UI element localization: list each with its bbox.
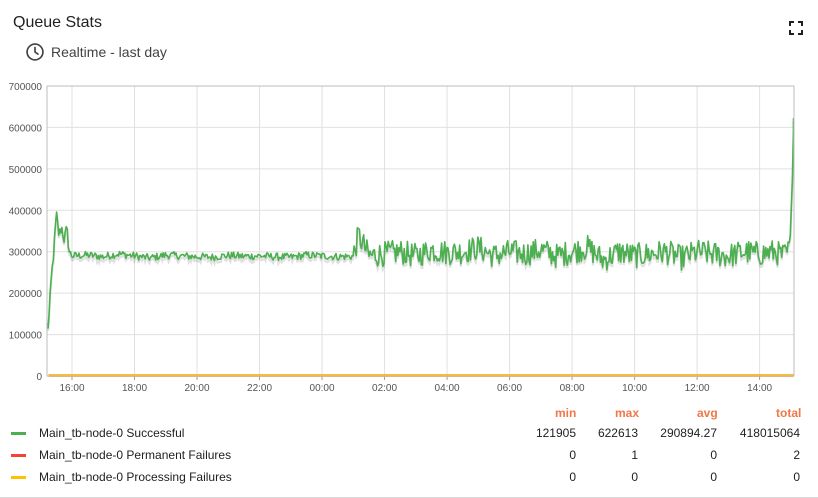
legend-series-name: Main_tb-node-0 Successful [39, 426, 185, 440]
legend-swatch [11, 476, 26, 479]
legend-header-max: max [615, 406, 640, 420]
clock-icon [26, 43, 44, 61]
y-tick-label: 400000 [9, 206, 43, 217]
legend-max: 1 [631, 448, 638, 462]
y-tick-label: 100000 [9, 331, 43, 342]
y-tick-label: 0 [36, 372, 42, 383]
legend-min: 0 [569, 470, 576, 484]
plot-frame [46, 85, 795, 377]
legend-header-avg: avg [697, 406, 718, 420]
x-tick-label: 06:00 [497, 383, 522, 394]
legend-avg: 0 [710, 448, 717, 462]
x-tick-label: 22:00 [247, 383, 272, 394]
timewindow-selector[interactable]: Realtime - last day [25, 42, 167, 62]
chart-series [45, 118, 795, 377]
legend-total: 418015064 [739, 426, 800, 440]
x-tick-label: 14:00 [747, 383, 772, 394]
legend-item[interactable]: Main_tb-node-0 Permanent Failures 0 1 0 … [0, 444, 818, 466]
x-axis: 16:00 18:00 20:00 22:00 00:00 02:00 04:00 06:00… [59, 376, 773, 394]
series-line-successful [46, 118, 795, 329]
legend-header: min max avg total [0, 402, 818, 422]
x-tick-label: 04:00 [435, 383, 460, 394]
legend-avg: 290894.27 [660, 426, 717, 440]
x-tick-label: 08:00 [560, 383, 585, 394]
x-tick-label: 16:00 [59, 383, 84, 394]
x-tick-label: 02:00 [372, 383, 397, 394]
legend-total: 0 [793, 470, 800, 484]
fullscreen-icon[interactable] [789, 21, 803, 35]
legend-item[interactable]: Main_tb-node-0 Processing Failures 0 0 0… [0, 466, 818, 488]
legend-total: 2 [793, 448, 800, 462]
legend-swatch [11, 432, 26, 435]
legend-max: 622613 [597, 426, 638, 440]
x-tick-label: 00:00 [310, 383, 335, 394]
series-line-shadow [45, 121, 795, 332]
x-tick-label: 12:00 [685, 383, 710, 394]
legend-max: 0 [631, 470, 638, 484]
legend-item[interactable]: Main_tb-node-0 Successful 121905 622613 … [0, 422, 818, 444]
legend-min: 121905 [535, 426, 576, 440]
line-chart: 0 100000 200000 300000 400000 500000 600000 700… [9, 82, 795, 394]
widget-title: Queue Stats [13, 14, 102, 31]
y-tick-label: 600000 [9, 123, 43, 134]
legend-header-min: min [555, 406, 577, 420]
legend-header-total: total [776, 406, 802, 420]
legend-avg: 0 [710, 470, 717, 484]
legend-swatch [11, 454, 26, 457]
y-tick-label: 300000 [9, 248, 43, 259]
y-tick-label: 500000 [9, 165, 43, 176]
legend-series-name: Main_tb-node-0 Permanent Failures [39, 448, 232, 462]
legend-series-name: Main_tb-node-0 Processing Failures [39, 470, 232, 484]
chart-grid [47, 85, 794, 377]
y-tick-label: 200000 [9, 289, 43, 300]
y-tick-label: 700000 [9, 82, 43, 93]
x-tick-label: 10:00 [622, 383, 647, 394]
x-tick-label: 20:00 [185, 383, 210, 394]
y-axis: 0 100000 200000 300000 400000 500000 600000 700… [9, 82, 43, 383]
x-tick-label: 18:00 [122, 383, 147, 394]
timewindow-label: Realtime - last day [51, 44, 167, 60]
legend-min: 0 [569, 448, 576, 462]
chart-legend: min max avg total Main_tb-node-0 Success… [0, 402, 818, 488]
